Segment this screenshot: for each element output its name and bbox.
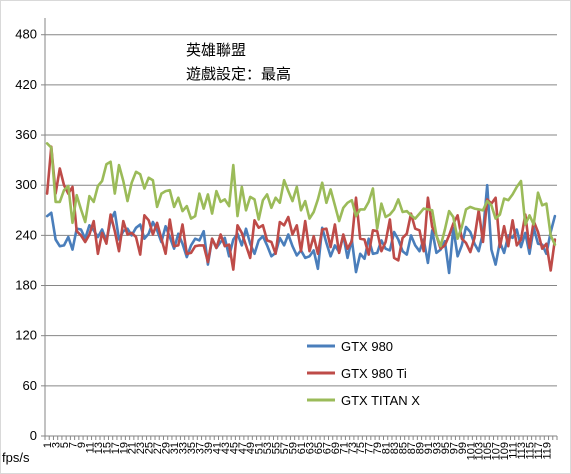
x-tick-label: 73 <box>347 442 359 454</box>
x-tick-label: 115 <box>524 442 536 460</box>
legend-label: GTX TITAN X <box>341 393 420 408</box>
y-tick-label: 420 <box>15 77 37 92</box>
x-tick-label: 37 <box>194 442 206 454</box>
x-tick-label: 107 <box>491 442 503 460</box>
y-tick-label: 240 <box>15 227 37 242</box>
x-tick-label: 7 <box>68 442 80 448</box>
x-tick-label: 105 <box>482 442 494 460</box>
x-tick-label: 91 <box>423 442 435 454</box>
y-tick-label: 300 <box>15 177 37 192</box>
x-tick-label: 1 <box>42 442 54 448</box>
x-tick-label: 31 <box>169 442 181 454</box>
x-tick-label: 89 <box>414 442 426 454</box>
x-tick-label: 43 <box>220 442 232 454</box>
x-tick-label: 3 <box>51 442 63 448</box>
x-tick-label: 75 <box>355 442 367 454</box>
x-tick-label: 99 <box>457 442 469 454</box>
x-tick-label: 59 <box>288 442 300 454</box>
x-tick-label: 35 <box>186 442 198 454</box>
y-tick-label: 360 <box>15 127 37 142</box>
x-tick-label: 93 <box>431 442 443 454</box>
series-line-2 <box>45 145 557 272</box>
x-tick-label: 39 <box>203 442 215 454</box>
x-tick-label: 119 <box>541 442 553 460</box>
x-tick-label: 25 <box>144 442 156 454</box>
x-tick-label: 15 <box>101 442 113 454</box>
x-tick-label: 41 <box>211 442 223 454</box>
y-tick-label: 480 <box>15 27 37 42</box>
x-tick-label: 57 <box>279 442 291 454</box>
x-tick-label: 9 <box>76 442 88 448</box>
x-tick-label: 103 <box>474 442 486 460</box>
x-tick-label: 19 <box>118 442 130 454</box>
x-tick-label: 69 <box>330 442 342 454</box>
x-tick-label: 113 <box>516 442 528 460</box>
y-axis-label: fps/s <box>2 450 30 465</box>
y-tick-label: 60 <box>23 378 37 393</box>
x-tick-label: 87 <box>406 442 418 454</box>
y-tick-label: 120 <box>15 328 37 343</box>
x-tick-label: 65 <box>313 442 325 454</box>
x-tick-label: 109 <box>499 442 511 460</box>
x-tick-label: 63 <box>304 442 316 454</box>
x-tick-label: 21 <box>127 442 139 454</box>
x-tick-label: 77 <box>364 442 376 454</box>
x-tick-label: 101 <box>465 442 477 460</box>
x-tick-label: 111 <box>508 442 520 459</box>
x-tick-label: 83 <box>389 442 401 454</box>
x-tick-label: 55 <box>271 442 283 454</box>
x-tick-label: 23 <box>135 442 147 454</box>
x-tick-label: 49 <box>245 442 257 454</box>
x-tick-label: 13 <box>93 442 105 454</box>
x-tick-label: 5 <box>59 442 71 448</box>
x-tick-label: 29 <box>161 442 173 454</box>
x-tick-label: 81 <box>381 442 393 454</box>
y-tick-label: 0 <box>30 428 37 443</box>
x-tick-label: 27 <box>152 442 164 454</box>
chart-title-line: 英雄聯盟 <box>186 41 246 59</box>
x-tick-label: 47 <box>237 442 249 454</box>
x-tick-label: 67 <box>321 442 333 454</box>
legend-label: GTX 980 Ti <box>341 366 407 381</box>
x-tick-label: 95 <box>440 442 452 454</box>
x-tick-label: 33 <box>178 442 190 454</box>
x-tick-label: 117 <box>533 442 545 460</box>
legend-label: GTX 980 <box>341 339 393 354</box>
x-tick-label: 53 <box>262 442 274 454</box>
x-tick-label: 11 <box>84 442 96 453</box>
x-tick-label: 85 <box>398 442 410 454</box>
x-tick-label: 45 <box>228 442 240 454</box>
x-tick-label: 79 <box>372 442 384 454</box>
y-tick-label: 180 <box>15 278 37 293</box>
x-tick-label: 61 <box>296 442 308 454</box>
x-tick-label: 71 <box>338 442 350 454</box>
x-tick-label: 17 <box>110 442 122 454</box>
x-tick-label: 51 <box>254 442 266 454</box>
x-tick-label: 97 <box>448 442 460 454</box>
chart-title-line: 遊戲設定：最高 <box>186 65 291 83</box>
series-line-3 <box>45 142 557 248</box>
